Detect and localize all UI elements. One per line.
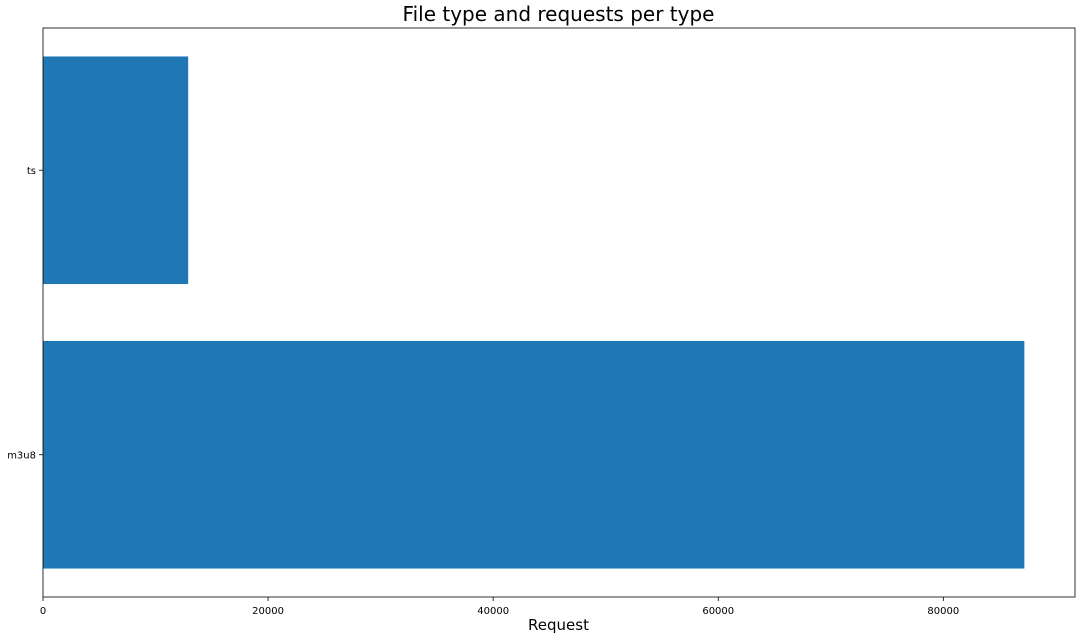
axes-frame <box>42 27 1076 598</box>
x-tick-label: 0 <box>40 606 46 617</box>
y-tick-label: ts <box>27 166 36 177</box>
bar-ts <box>43 56 189 285</box>
y-tick-label: m3u8 <box>7 450 36 461</box>
x-tick-label: 20000 <box>252 606 284 617</box>
x-tick-label: 40000 <box>477 606 509 617</box>
chart-title: File type and requests per type <box>402 2 715 26</box>
x-tick-label: 80000 <box>927 606 959 617</box>
x-axis-label: Request <box>528 616 589 634</box>
bar-m3u8 <box>43 340 1025 569</box>
x-tick-label: 60000 <box>702 606 734 617</box>
